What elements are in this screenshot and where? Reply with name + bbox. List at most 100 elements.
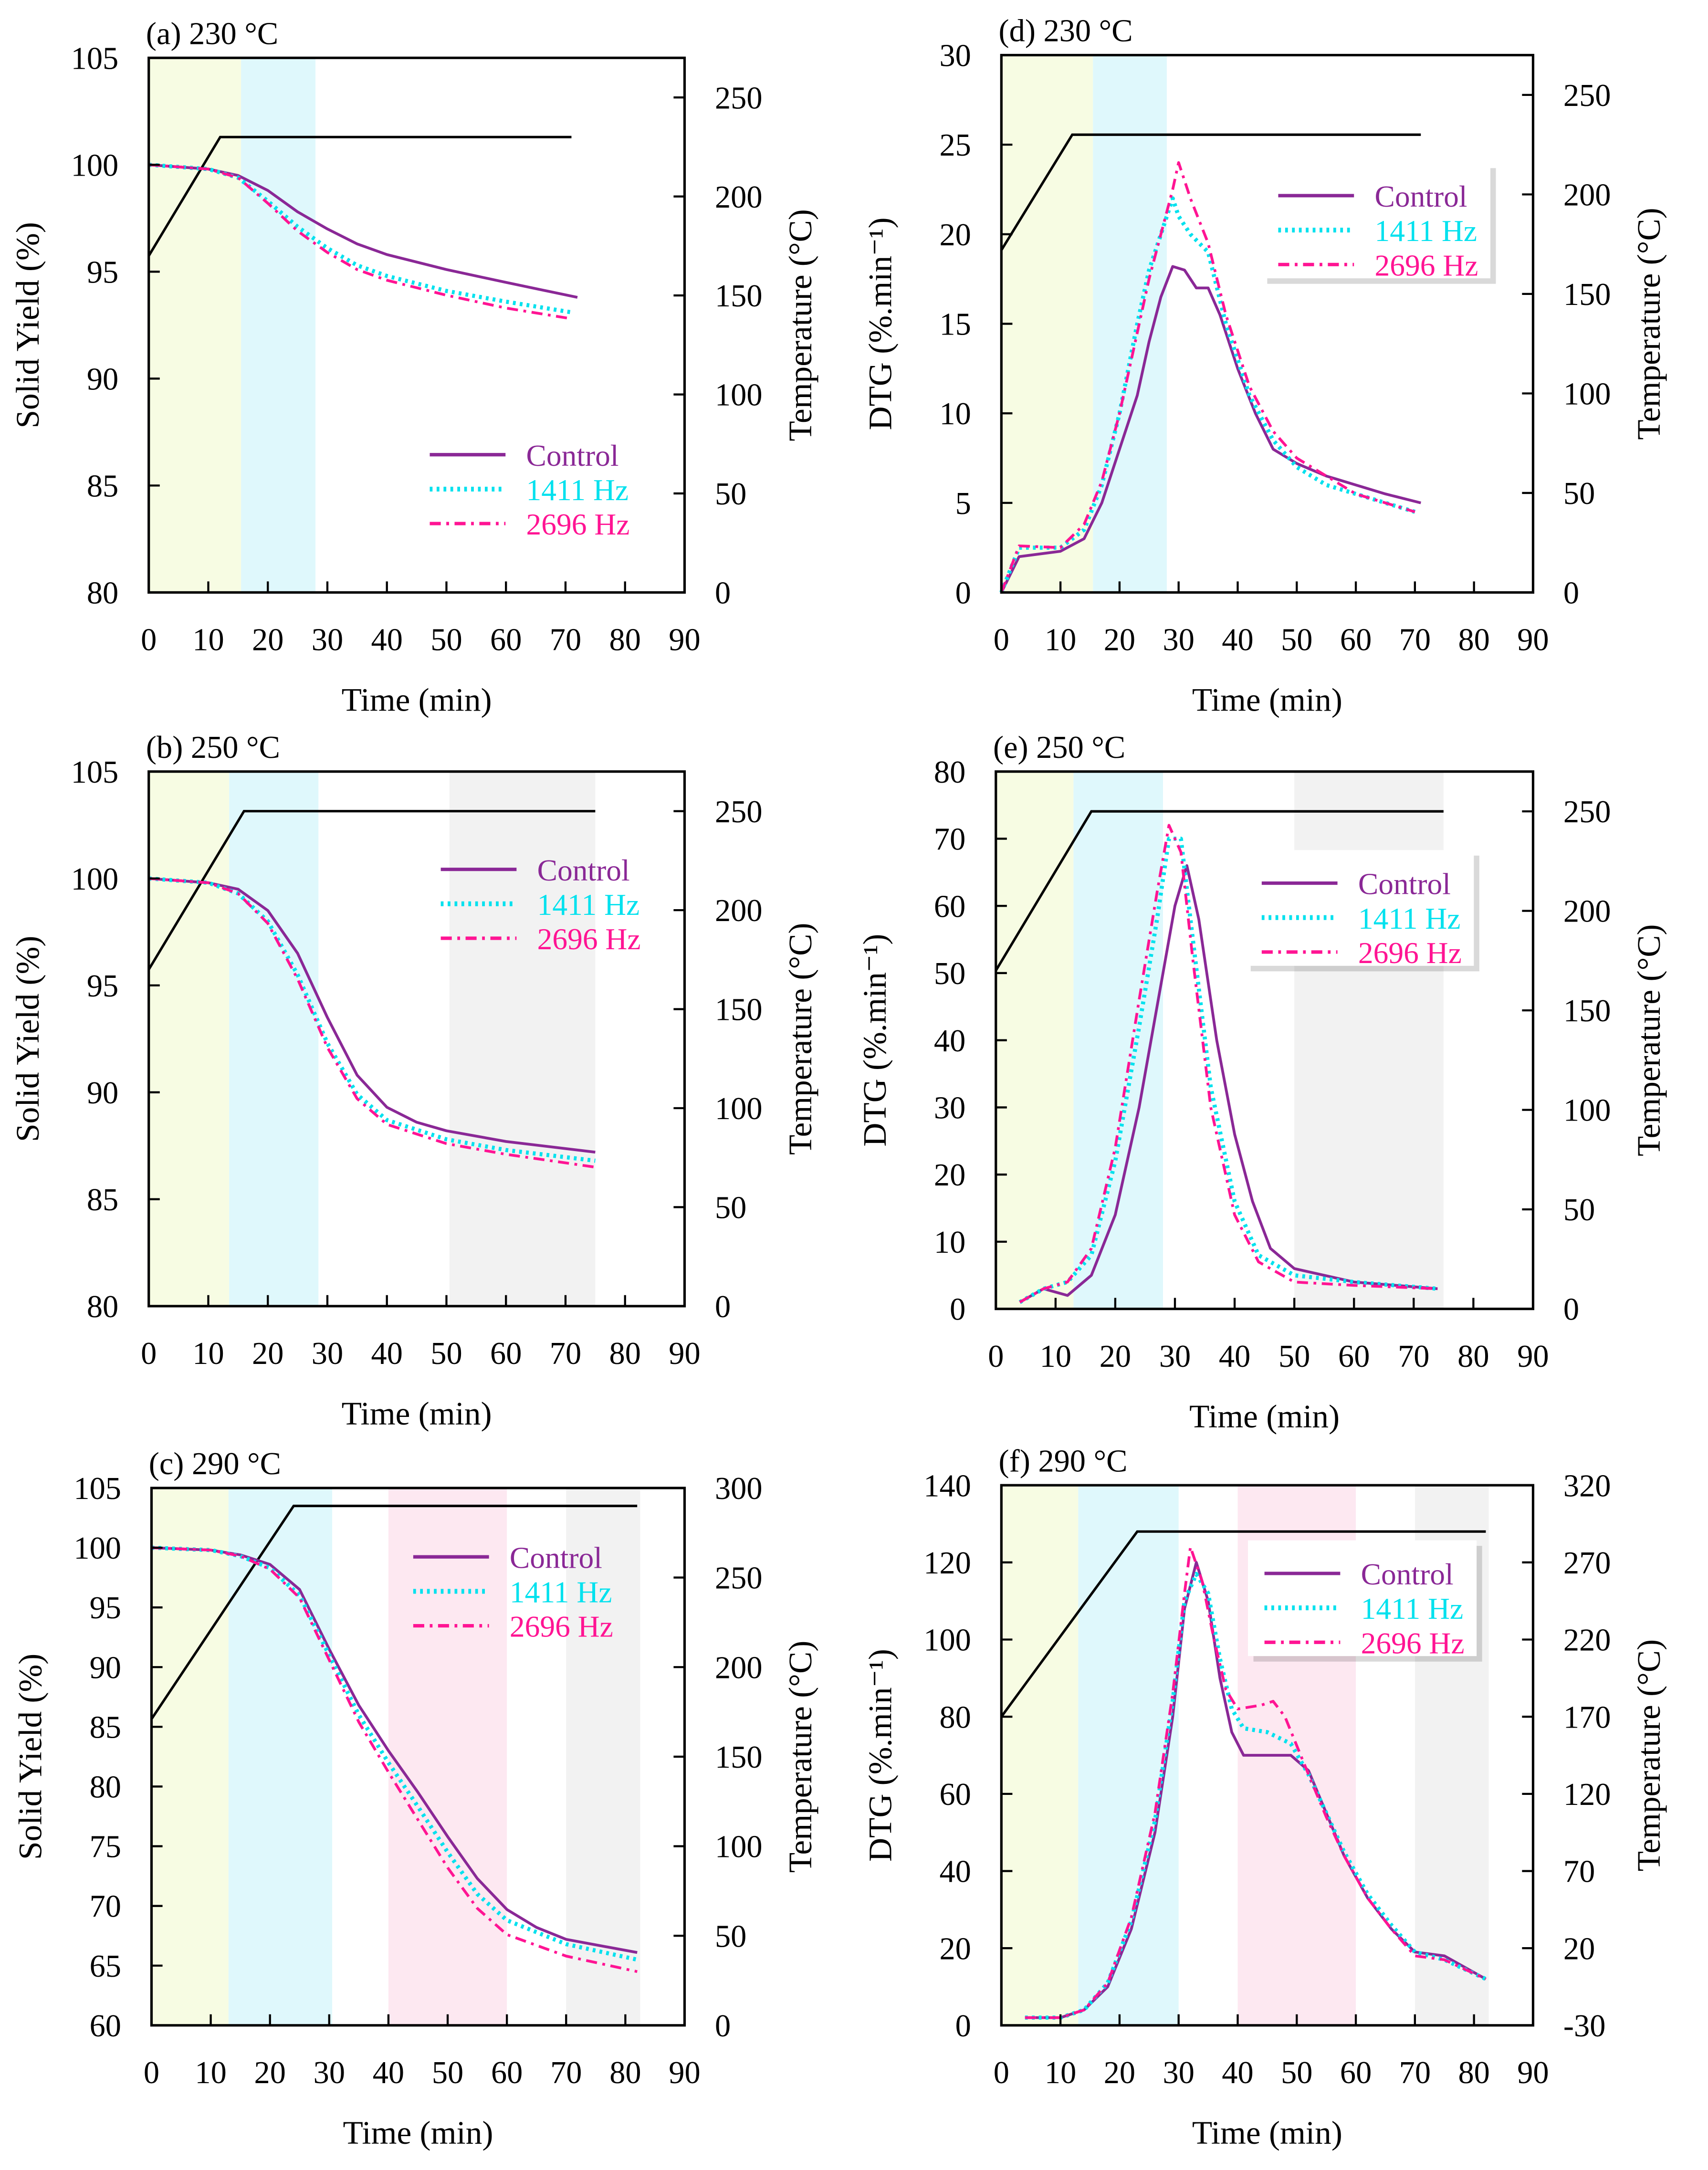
x-tick-label: 30 (314, 2055, 345, 2090)
shaded-region-yellow (1001, 1485, 1079, 2025)
y2-tick-label: 200 (715, 893, 763, 928)
y-tick-label: 95 (90, 1591, 121, 1625)
x-tick-label: 90 (1517, 623, 1549, 658)
y-axis-label: DTG (%.min⁻¹) (861, 1649, 898, 1862)
x-tick-label: 90 (1517, 2055, 1549, 2090)
x-tick-label: 50 (1281, 2055, 1312, 2090)
series-line-f2696 (1000, 161, 1415, 593)
y-tick-label: 20 (939, 218, 971, 252)
y-tick-label: 120 (923, 1546, 971, 1581)
x-tick-label: 80 (609, 623, 641, 658)
y2-tick-label: 320 (1563, 1468, 1611, 1503)
x-tick-label: 60 (1338, 1339, 1370, 1374)
series-line-f2696 (148, 163, 572, 320)
x-axis-label: Time (min) (1189, 1398, 1340, 1435)
y2-tick-label: 100 (715, 378, 763, 413)
y-axis-label: DTG (%.min⁻¹) (861, 217, 898, 430)
series-line-f2696 (148, 877, 596, 1169)
y2-axis-label: Temperature (°C) (1630, 208, 1667, 440)
shaded-region-yellow (148, 771, 230, 1306)
series-line-f1411 (148, 876, 596, 1163)
y2-tick-label: 250 (1563, 795, 1611, 829)
x-tick-label: 0 (144, 2055, 159, 2090)
y-tick-label: 70 (934, 822, 965, 857)
legend-label: 2696 Hz (510, 1610, 613, 1644)
x-tick-label: 50 (430, 623, 462, 658)
y-tick-label: 105 (71, 755, 119, 790)
y2-axis-label: Temperature (°C) (1630, 1639, 1667, 1871)
panel-d: 0 10 20 30 40 50 60 70 80 90 0 5 10 15 20 25 30 0 50 100 150… (861, 14, 1667, 718)
y2-tick-label: 200 (1563, 894, 1611, 929)
temperature-line (1000, 1530, 1486, 1718)
y-tick-label: 100 (71, 862, 119, 897)
y-tick-label: 85 (90, 1710, 121, 1745)
y-axis-label: Solid Yield (%) (12, 1654, 49, 1860)
y-tick-label: 80 (939, 1700, 971, 1735)
y-tick-label: 20 (939, 1931, 971, 1966)
legend-label: Control (510, 1541, 602, 1574)
y2-tick-label: 50 (715, 1191, 746, 1226)
series-line-f2696 (151, 1546, 638, 1973)
x-tick-label: 20 (254, 2055, 286, 2090)
y2-tick-label: 150 (715, 279, 763, 314)
y-tick-label: 40 (939, 1855, 971, 1889)
legend-label: 1411 Hz (510, 1575, 612, 1609)
plot-frame (147, 770, 686, 1308)
legend-label: 2696 Hz (1375, 248, 1478, 282)
panel-f: 0 10 20 30 40 50 60 70 80 90 0 20 40 60 80 100 120 140 -30… (861, 1444, 1667, 2151)
shaded-region-pink (388, 1488, 507, 2025)
y-tick-label: 70 (90, 1889, 121, 1924)
x-tick-label: 30 (1163, 623, 1195, 658)
y-tick-label: 80 (934, 755, 965, 790)
temperature-line (147, 810, 596, 970)
shaded-region-cyan (229, 771, 319, 1306)
series-line-f1411 (999, 196, 1416, 593)
x-tick-label: 40 (371, 1336, 403, 1371)
legend-label: Control (1361, 1557, 1454, 1591)
y2-axis-label: Temperature (°C) (782, 1641, 818, 1873)
legend-label: Control (1358, 867, 1451, 901)
x-tick-label: 10 (1040, 1339, 1071, 1374)
y-tick-label: 105 (73, 1471, 121, 1506)
x-tick-label: 80 (1458, 623, 1489, 658)
x-tick-label: 40 (1222, 2055, 1253, 2090)
y2-tick-label: 250 (715, 795, 763, 829)
y-tick-label: 80 (90, 1770, 121, 1805)
panel-title: (d) 230 °C (999, 14, 1133, 49)
shaded-region-yellow (1001, 55, 1093, 593)
x-tick-label: 10 (195, 2055, 226, 2090)
y-tick-label: 10 (934, 1225, 965, 1260)
y-tick-label: 85 (87, 1183, 118, 1217)
x-tick-label: 20 (252, 623, 283, 658)
x-tick-label: 70 (550, 623, 581, 658)
x-tick-label: 60 (491, 2055, 523, 2090)
x-axis-label: Time (min) (1192, 681, 1342, 718)
y-tick-label: 95 (87, 255, 118, 290)
shaded-region-yellow (995, 771, 1074, 1309)
legend-label: 2696 Hz (526, 507, 630, 541)
x-tick-label: 80 (609, 2055, 641, 2090)
y2-tick-label: 220 (1563, 1623, 1611, 1658)
x-tick-label: 0 (994, 2055, 1009, 2090)
y2-tick-label: 50 (715, 477, 746, 512)
y-axis-label: Solid Yield (%) (9, 936, 46, 1142)
panel-c: 0 10 20 30 40 50 60 70 80 90 60 65 70 75 80 85 90 95 100 10… (12, 1447, 818, 2151)
x-tick-label: 50 (1281, 623, 1312, 658)
x-tick-label: 0 (141, 623, 157, 658)
y2-axis-label: Temperature (°C) (782, 209, 818, 441)
x-tick-label: 30 (312, 1336, 343, 1371)
legend-box (1247, 1540, 1477, 1656)
y-tick-label: 10 (939, 397, 971, 431)
x-tick-label: 20 (1104, 2055, 1135, 2090)
series-line-control (1000, 265, 1421, 593)
y-tick-label: 100 (73, 1531, 121, 1566)
shaded-region-yellow (151, 1488, 229, 2025)
y-tick-label: 90 (90, 1650, 121, 1685)
y2-tick-label: 100 (1563, 1093, 1611, 1128)
x-tick-label: 30 (1159, 1339, 1191, 1374)
y2-tick-label: 150 (715, 993, 763, 1027)
y-tick-label: 80 (87, 1289, 118, 1324)
series-line-f1411 (1025, 1572, 1487, 2020)
